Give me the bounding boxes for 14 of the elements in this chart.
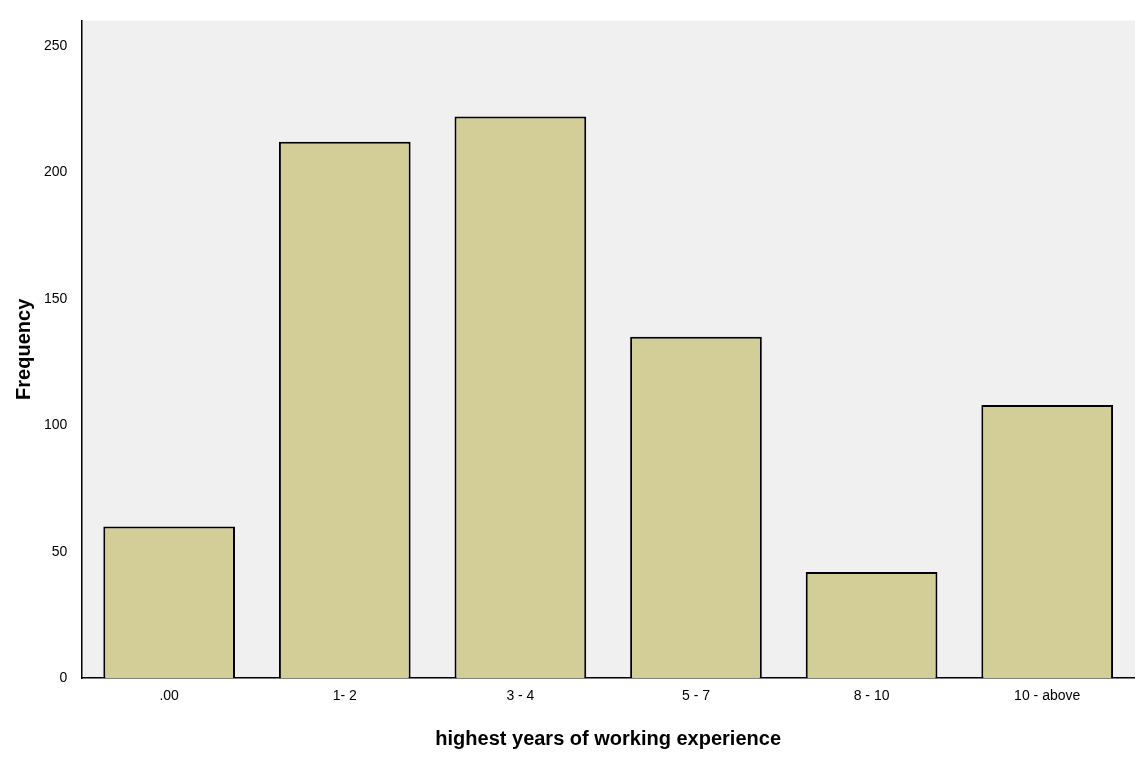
y-tick-label: 150 — [44, 289, 68, 306]
y-tick-label: 100 — [44, 416, 68, 433]
y-tick-label: 0 — [59, 669, 68, 686]
x-tick-label: 3 - 4 — [506, 687, 535, 704]
x-tick-label: 8 - 10 — [853, 687, 890, 704]
x-tick-label: 5 - 7 — [681, 687, 711, 704]
x-tick-label: 10 - above — [1014, 687, 1081, 704]
y-tick-label: 50 — [51, 542, 68, 559]
x-tick-label: 1- 2 — [332, 687, 358, 704]
x-axis-title: highest years of working experience — [435, 726, 782, 749]
y-tick-label: 250 — [44, 36, 68, 53]
y-tick-label: 200 — [44, 163, 68, 180]
y-axis-title: Frequency — [11, 297, 34, 400]
x-tick-label: .00 — [159, 687, 180, 704]
